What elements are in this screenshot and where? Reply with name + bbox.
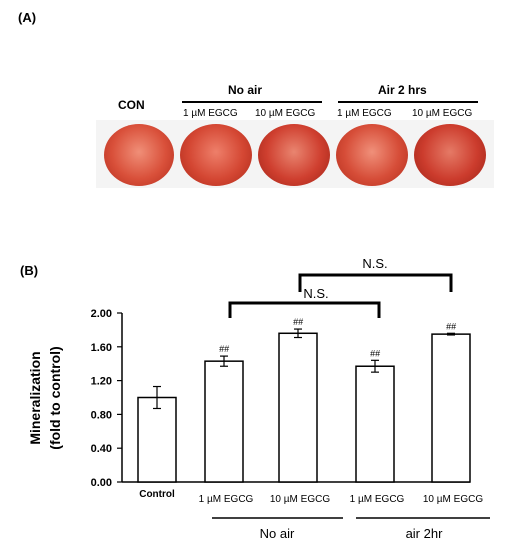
group-no-air-label: No air xyxy=(228,83,263,97)
comparison-label-2: N.S. xyxy=(362,256,387,271)
x-tick-label: 1 µM EGCG xyxy=(199,494,254,505)
significance-marker: ## xyxy=(219,344,230,354)
bar xyxy=(204,360,244,483)
significance-marker: ## xyxy=(293,317,304,327)
y-tick-label: 1.20 xyxy=(91,376,112,388)
significance-marker: ## xyxy=(370,348,381,358)
y-label-line1: Mineralization xyxy=(27,351,43,444)
bar xyxy=(355,365,395,483)
y-tick-label: 0.80 xyxy=(91,409,112,421)
y-tick-label: 1.60 xyxy=(91,342,112,354)
sub-label-3: 1 µM EGCG xyxy=(337,108,392,119)
group-label-no-air: No air xyxy=(260,526,295,541)
y-axis-label: Mineralization (fold to control) xyxy=(27,346,63,449)
significance-marker: ## xyxy=(446,321,457,331)
group-no-air-line xyxy=(182,101,322,103)
y-tick-label: 2.00 xyxy=(91,308,112,320)
panel-b-label: (B) xyxy=(20,263,39,278)
well-air-10um xyxy=(414,124,486,186)
con-label: CON xyxy=(118,98,145,112)
sub-label-4: 10 µM EGCG xyxy=(412,108,473,119)
comparison-bracket-1 xyxy=(228,301,381,318)
y-tick-label: 0.00 xyxy=(91,477,112,489)
panel-a-label: (A) xyxy=(18,10,37,25)
well-con xyxy=(104,124,174,186)
y-label-line2: (fold to control) xyxy=(47,346,63,449)
bar xyxy=(431,333,471,483)
x-tick-label: 10 µM EGCG xyxy=(270,494,330,505)
y-tick-label: 0.40 xyxy=(91,443,112,455)
bar xyxy=(137,396,177,483)
comparison-label-1: N.S. xyxy=(303,286,328,301)
well-no-air-1um xyxy=(180,124,252,186)
group-air-label: Air 2 hrs xyxy=(378,83,427,97)
x-tick-label: Control xyxy=(139,489,175,500)
bar xyxy=(278,332,318,483)
well-no-air-10um xyxy=(258,124,330,186)
sub-label-1: 1 µM EGCG xyxy=(183,108,238,119)
group-label-air: air 2hr xyxy=(406,526,444,541)
sub-label-2: 10 µM EGCG xyxy=(255,108,316,119)
group-air-line xyxy=(338,101,478,103)
comparison-bracket-2 xyxy=(298,273,453,292)
x-tick-label: 10 µM EGCG xyxy=(423,494,483,505)
x-tick-label: 1 µM EGCG xyxy=(350,494,405,505)
well-air-1um xyxy=(336,124,408,186)
